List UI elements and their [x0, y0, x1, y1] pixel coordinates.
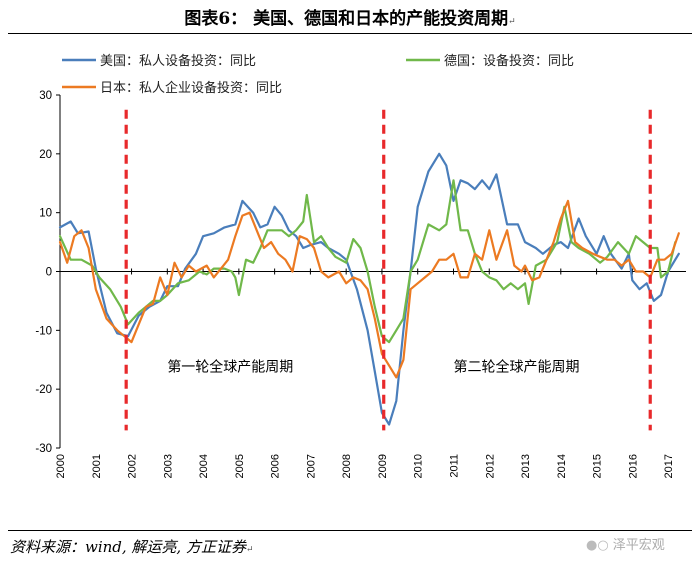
cycle-marker-layer	[124, 109, 652, 431]
y-tick-label: -30	[35, 443, 52, 455]
cycle-annotation-1: 第一轮全球产能周期	[167, 359, 293, 376]
watermark: ●○ 泽平宏观	[586, 534, 665, 553]
annotation-layer: 第一轮全球产能周期 第二轮全球产能周期	[167, 359, 579, 376]
x-tick-label: 2017	[663, 454, 675, 478]
x-tick-label: 2000	[55, 454, 67, 478]
x-tick-label: 2006	[270, 454, 282, 478]
x-tick-label: 2003	[162, 454, 174, 478]
x-tick-label: 2002	[127, 454, 139, 478]
watermark-text: 泽平宏观	[612, 538, 665, 553]
x-tick-label: 2011	[448, 454, 460, 478]
chart-title: 图表6： 美国、德国和日本的产能投资周期↵	[0, 4, 700, 29]
title-divider	[8, 33, 692, 34]
x-tick-label: 2009	[377, 454, 389, 478]
wechat-icon: ●○	[586, 538, 609, 553]
chart-area: -30 -20 -10 0 10 20 30 2000 2001 2002 2003 2004 2005…	[35, 53, 686, 478]
source-paragraph-mark: ↵	[245, 545, 254, 555]
x-tick-label: 2012	[484, 454, 496, 478]
y-tick-label: 0	[46, 267, 52, 279]
y-tick-label: 30	[39, 90, 52, 102]
paragraph-mark: ↵	[508, 17, 516, 27]
x-tick-label: 2005	[234, 454, 246, 478]
footer-divider	[8, 530, 692, 531]
y-tick-label: 20	[39, 149, 52, 161]
x-tick-label: 2016	[627, 454, 639, 478]
legend-label-2: 德国：设备投资：同比	[444, 53, 574, 69]
series-layer	[58, 152, 680, 426]
y-tick-label: -10	[35, 325, 52, 337]
legend-label-1: 美国：私人设备投资：同比	[100, 53, 256, 69]
x-tick-label: 2001	[91, 454, 103, 478]
cycle-annotation-2: 第二轮全球产能周期	[453, 359, 579, 376]
series-line-1	[58, 152, 680, 426]
y-tick-label: 10	[39, 208, 52, 220]
x-tick-label: 2007	[305, 454, 317, 478]
chart-title-text: 图表6： 美国、德国和日本的产能投资周期	[184, 9, 509, 29]
y-tick-label: -20	[35, 384, 52, 396]
x-tick-label: 2004	[198, 454, 210, 478]
series-line-2	[58, 179, 677, 344]
source-text: 资料来源：wind, 解运亮, 方正证券	[10, 538, 246, 556]
x-tick-label: 2010	[413, 454, 425, 478]
series-line-3	[58, 199, 680, 379]
legend-label-3: 日本：私人企业设备投资：同比	[100, 80, 282, 96]
x-tick-label: 2013	[520, 454, 532, 478]
x-tick-label: 2008	[341, 454, 353, 478]
x-tick-label: 2015	[592, 454, 604, 478]
x-tick-label: 2014	[556, 454, 568, 478]
axes-layer: -30 -20 -10 0 10 20 30 2000 2001 2002 2003 2004 2005…	[35, 90, 686, 478]
source-note: 资料来源：wind, 解运亮, 方正证券↵	[10, 536, 254, 557]
